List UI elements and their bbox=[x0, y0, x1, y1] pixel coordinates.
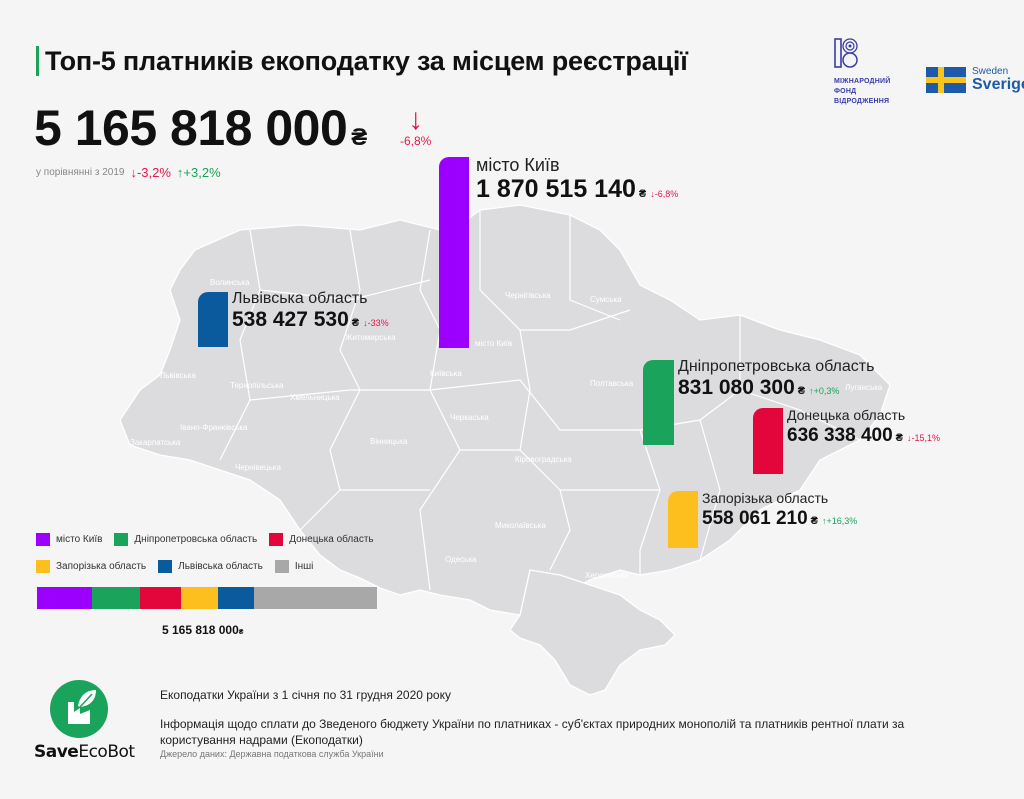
data-source: Джерело даних: Державна податкова служба… bbox=[160, 749, 384, 759]
label-dnipro: Дніпропетровська область 831 080 300 ₴ ↑+0… bbox=[678, 358, 875, 399]
bar-donetsk bbox=[753, 408, 783, 474]
svg-text:Херсонська: Херсонська bbox=[585, 571, 629, 580]
label-kyiv: місто Київ 1 870 515 140 ₴ ↓-6,8% bbox=[476, 155, 679, 203]
svg-text:Київська: Київська bbox=[430, 369, 462, 378]
svg-text:Хмельницька: Хмельницька bbox=[290, 393, 340, 402]
compare-note: у порівнянні з 2019 ↓-3,2% ↑+3,2% bbox=[36, 165, 221, 180]
svg-text:Закарпатська: Закарпатська bbox=[130, 438, 181, 447]
svg-text:Івано-Франківська: Івано-Франківська bbox=[180, 423, 248, 432]
segment-kyiv bbox=[37, 587, 92, 609]
svg-text:Житомирська: Житомирська bbox=[345, 333, 396, 342]
page-title: Топ-5 платників екоподатку за місцем реє… bbox=[36, 46, 688, 76]
leaf-factory-icon bbox=[50, 680, 108, 738]
svg-text:Полтавська: Полтавська bbox=[590, 379, 634, 388]
compare-up: ↑+3,2% bbox=[176, 165, 221, 180]
sweden-flag-icon bbox=[926, 66, 966, 93]
compare-down: ↓-3,2% bbox=[130, 165, 171, 180]
arrow-down-icon: ↓ bbox=[408, 103, 424, 136]
segment-lviv bbox=[218, 587, 254, 609]
saveecobot-logo: SaveEcoBot bbox=[34, 680, 135, 762]
total-amount: 5 165 818 000 ₴ bbox=[34, 100, 367, 156]
label-zaporizhzhia: Запорізька область 558 061 210 ₴ ↑+16,3% bbox=[702, 490, 858, 529]
label-donetsk: Донецька область 636 338 400 ₴ ↓-15,1% bbox=[787, 407, 941, 446]
svg-text:Львівська: Львівська bbox=[160, 371, 196, 380]
legend: місто Київ Дніпропетровська область Доне… bbox=[36, 533, 386, 587]
total-change: ↓ -6,8% bbox=[400, 103, 432, 149]
irf-logo: МІЖНАРОДНИЙ ФОНД ВІДРОДЖЕННЯ bbox=[834, 38, 904, 107]
svg-text:Сумська: Сумська bbox=[590, 295, 622, 304]
bar-lviv bbox=[198, 292, 228, 347]
svg-text:Миколаївська: Миколаївська bbox=[495, 521, 546, 530]
svg-text:Чернівецька: Чернівецька bbox=[235, 463, 281, 472]
svg-text:Вінницька: Вінницька bbox=[370, 437, 408, 446]
svg-text:Одеська: Одеська bbox=[445, 555, 477, 564]
svg-text:Кіровоградська: Кіровоградська bbox=[515, 455, 572, 464]
legend-item-lviv: Львівська область bbox=[158, 560, 263, 573]
stack-total: 5 165 818 000₴ bbox=[162, 623, 244, 637]
legend-item-donetsk: Донецька область bbox=[269, 533, 374, 546]
segment-donetsk bbox=[140, 587, 181, 609]
sweden-logo: Sweden Sverige bbox=[926, 52, 1024, 107]
irf-mark-icon bbox=[834, 38, 858, 68]
label-lviv: Львівська область 538 427 530 ₴ ↓-33% bbox=[232, 290, 389, 331]
legend-item-zaporizhzhia: Запорізька область bbox=[36, 560, 146, 573]
svg-text:Черкаська: Черкаська bbox=[450, 413, 489, 422]
partner-logos: МІЖНАРОДНИЙ ФОНД ВІДРОДЖЕННЯ Sweden Sver… bbox=[834, 38, 1024, 107]
svg-text:Чернігівська: Чернігівська bbox=[505, 291, 551, 300]
ukraine-map: Волинська Житомирська Чернігівська Сумсь… bbox=[119, 204, 891, 696]
stacked-total-bar bbox=[37, 587, 377, 609]
svg-text:Луганська: Луганська bbox=[845, 383, 883, 392]
bar-zaporizhzhia bbox=[668, 491, 698, 548]
svg-text:Тернопільська: Тернопільська bbox=[230, 381, 284, 390]
bar-dnipro bbox=[643, 360, 674, 445]
legend-item-kyiv: місто Київ bbox=[36, 533, 102, 546]
segment-dnipro bbox=[92, 587, 140, 609]
segment-others bbox=[254, 587, 377, 609]
svg-text:місто Київ: місто Київ bbox=[475, 339, 512, 348]
bar-kyiv bbox=[439, 157, 469, 348]
legend-item-dnipro: Дніпропетровська область bbox=[114, 533, 257, 546]
footer-text: Екоподатки України з 1 січня по 31 грудн… bbox=[160, 688, 960, 759]
legend-item-others: Інші bbox=[274, 560, 313, 573]
svg-text:Волинська: Волинська bbox=[210, 278, 250, 287]
segment-zaporizhzhia bbox=[181, 587, 218, 609]
